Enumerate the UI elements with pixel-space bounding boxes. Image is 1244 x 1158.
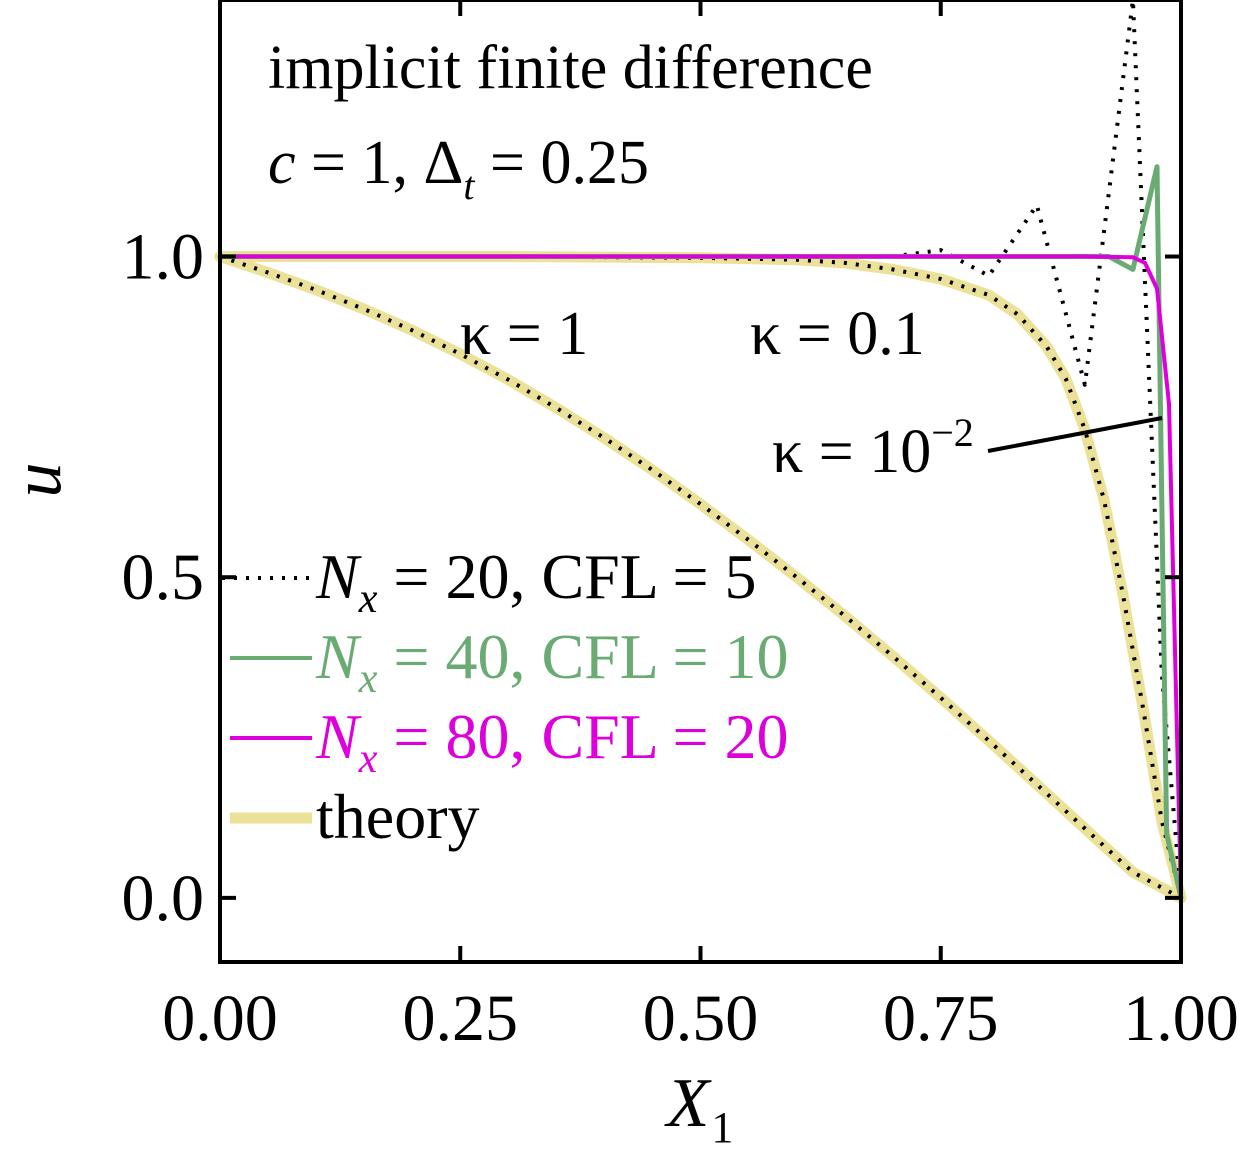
y-tick-label: 0.0 <box>122 862 205 935</box>
x-axis-title-subscript: 1 <box>711 1103 733 1152</box>
x-tick-label: 0.25 <box>403 982 519 1055</box>
x-tick-label: 0.50 <box>643 982 759 1055</box>
legend-label-nx80: Nx = 80, CFL = 20 <box>315 701 789 782</box>
legend-label-nx40: Nx = 40, CFL = 10 <box>315 621 789 702</box>
params-annotation: c = 1, Δt = 0.25 <box>268 129 649 208</box>
y-tick-label: 1.0 <box>122 221 205 294</box>
kappa-0.01-pointer-line <box>987 416 1163 453</box>
kappa-0.01-exponent: −2 <box>931 410 974 455</box>
params-eq2: = 0.25 <box>475 129 649 197</box>
kappa-1-label: κ = 1 <box>460 300 588 368</box>
kappa-0.1-label: κ = 0.1 <box>750 300 925 368</box>
series-line-nx20-0 <box>219 254 1182 900</box>
x-tick-label: 1.00 <box>1123 982 1239 1055</box>
params-eq1: = 1, Δ <box>296 129 464 197</box>
x-tick-label: 0.75 <box>883 982 999 1055</box>
legend: Nx = 20, CFL = 5 Nx = 40, CFL = 10 Nx = … <box>222 541 789 852</box>
y-tick-label: 0.5 <box>122 541 205 614</box>
y-axis-title: u <box>0 463 76 498</box>
series-line-theory-1 <box>214 251 1187 904</box>
series-layer <box>214 0 1187 904</box>
kappa-0.01-base: κ = 10 <box>772 418 931 486</box>
method-annotation: implicit finite difference <box>268 34 873 102</box>
series-line-nx80-0 <box>218 254 1183 900</box>
x-tick-label: 0.00 <box>162 982 278 1055</box>
ticks-layer: 0.00 0.25 0.50 0.75 1.00 0.0 0.5 1.0 <box>122 0 1239 1055</box>
params-c: c <box>268 129 296 197</box>
x-axis-title: X1 <box>664 1065 734 1152</box>
legend-label-nx20: Nx = 20, CFL = 5 <box>315 541 757 622</box>
kappa-0.01-label: κ = 10−2 <box>772 410 974 486</box>
legend-label-theory: theory <box>316 781 480 852</box>
params-subscript: t <box>463 163 475 208</box>
